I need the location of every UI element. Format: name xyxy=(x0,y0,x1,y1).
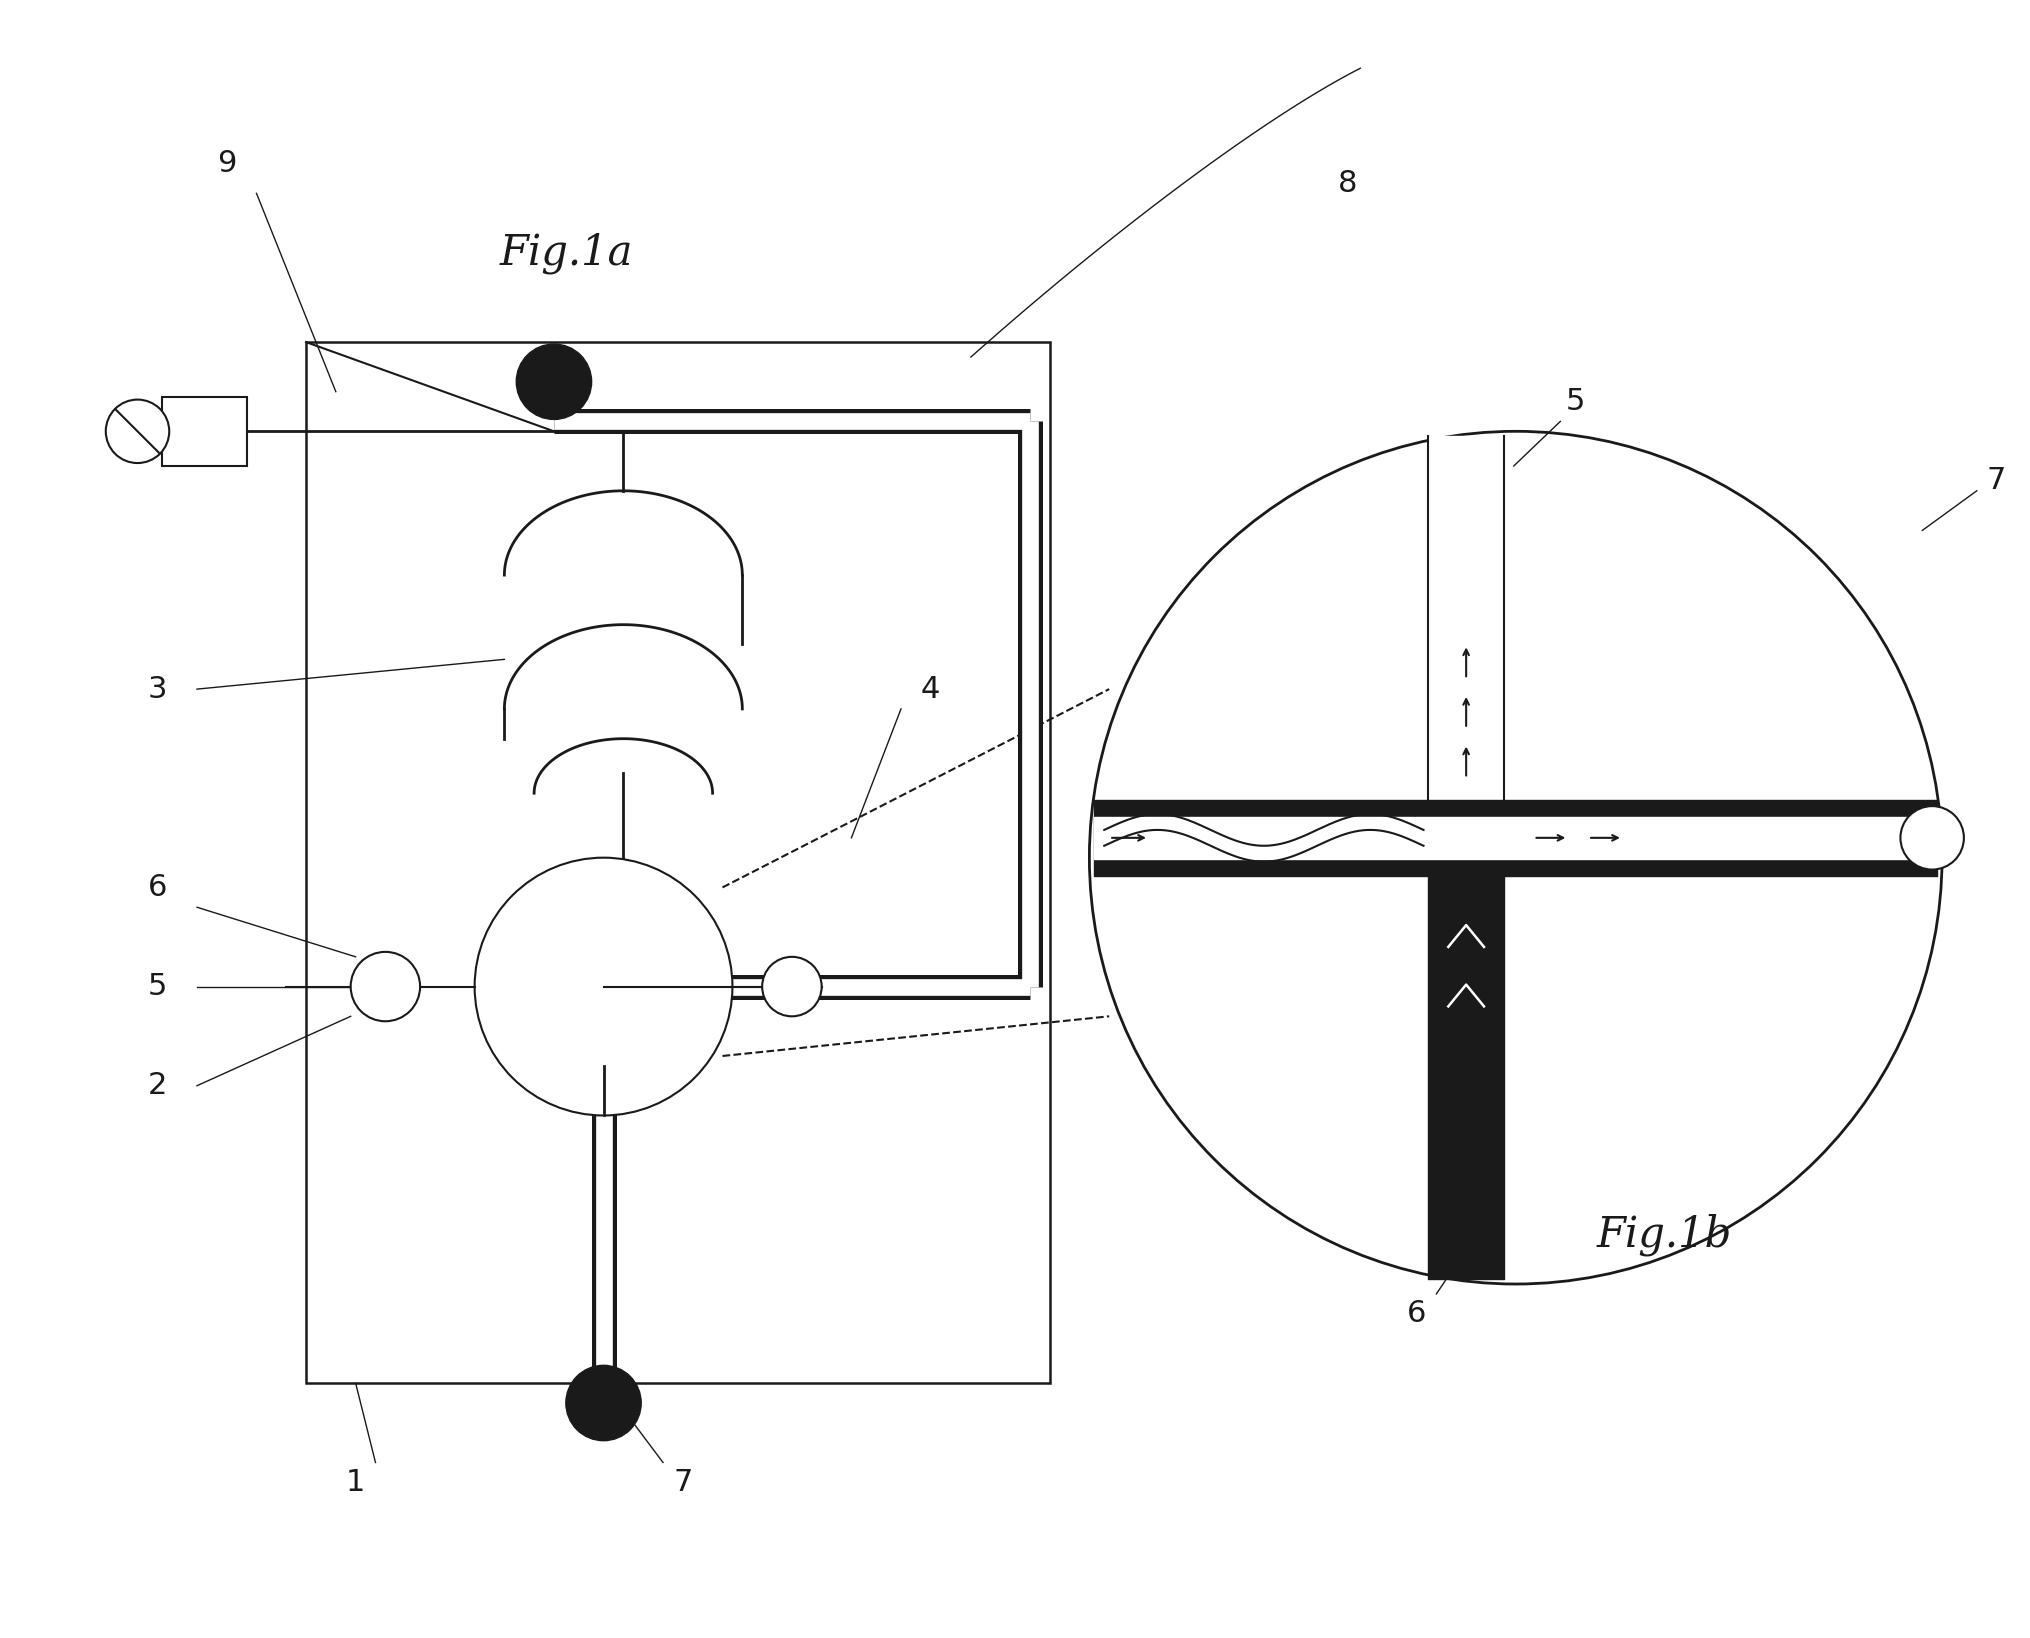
Text: 2: 2 xyxy=(148,1071,166,1101)
Text: 9: 9 xyxy=(217,149,235,179)
Text: 4: 4 xyxy=(920,675,940,704)
Text: 3: 3 xyxy=(148,675,166,704)
Text: 5: 5 xyxy=(1565,387,1583,416)
Circle shape xyxy=(761,957,822,1016)
Circle shape xyxy=(566,1366,641,1441)
Circle shape xyxy=(475,858,733,1115)
Bar xyxy=(307,342,1050,1382)
Text: 7: 7 xyxy=(672,1468,692,1497)
Text: 5: 5 xyxy=(148,971,166,1001)
Circle shape xyxy=(106,400,168,464)
Text: 1: 1 xyxy=(345,1468,365,1497)
Circle shape xyxy=(1088,431,1941,1284)
Text: 7: 7 xyxy=(1985,467,2006,495)
Text: 6: 6 xyxy=(148,873,166,903)
Text: Fig.1a: Fig.1a xyxy=(499,233,633,274)
Text: Fig.1b: Fig.1b xyxy=(1596,1214,1732,1256)
Bar xyxy=(162,396,246,467)
Circle shape xyxy=(1900,806,1963,870)
Circle shape xyxy=(351,952,420,1020)
Text: 6: 6 xyxy=(1407,1299,1425,1328)
Circle shape xyxy=(516,344,591,419)
Text: 8: 8 xyxy=(1338,169,1356,198)
